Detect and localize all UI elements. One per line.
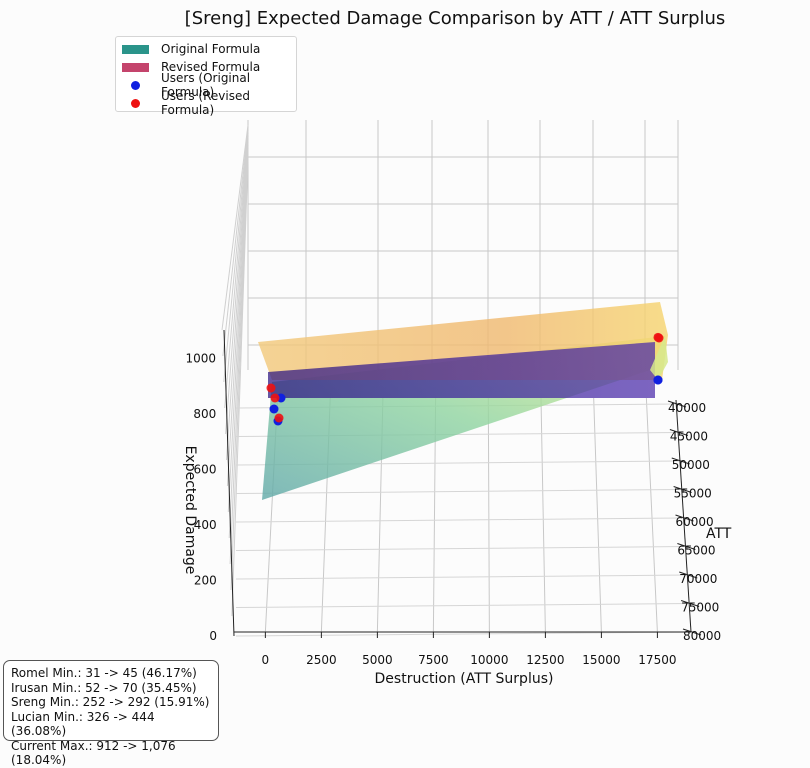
z-axis-line xyxy=(223,329,235,637)
stat-line: Sreng Min.: 252 -> 292 (15.91%) xyxy=(11,695,210,709)
grid-line-floor xyxy=(235,631,692,637)
grid-line-floor xyxy=(235,489,682,494)
x-tick-label: 15000 xyxy=(582,653,620,667)
grid-line-floor xyxy=(540,397,546,633)
revised-surface-edge xyxy=(650,336,668,380)
legend-marker-users-original xyxy=(131,80,140,90)
x-tick-label: 10000 xyxy=(470,653,508,667)
x-tick-label: 5000 xyxy=(362,653,393,667)
x-axis-label: Destruction (ATT Surplus) xyxy=(375,671,554,687)
user-point-original xyxy=(653,375,663,385)
y-tick-mark xyxy=(680,600,700,607)
grid-line-left xyxy=(224,133,249,409)
legend-item-users-original: Users (Original Formula) xyxy=(122,71,290,99)
legend-swatch-original xyxy=(122,44,149,54)
y-axis-line xyxy=(675,399,692,633)
y-axis-label: ATT xyxy=(706,526,732,542)
user-point-revised xyxy=(653,332,663,342)
grid-line-floor xyxy=(235,603,690,608)
y-tick-label: 40000 xyxy=(668,401,706,415)
legend-label-revised: Revised Formula xyxy=(161,60,261,74)
z-tick-label: 1000 xyxy=(186,352,217,366)
legend: Original Formula Revised Formula Users (… xyxy=(115,36,297,117)
grid-line-floor xyxy=(235,546,686,551)
y-tick-label: 45000 xyxy=(670,430,708,444)
axes: 0 2500 5000 7500 10000 12500 15000 175004000045… xyxy=(186,329,721,667)
grid-line-floor xyxy=(645,397,658,633)
user-point-revised xyxy=(270,393,280,403)
legend-swatch-revised xyxy=(122,62,149,72)
x-tick-label: 2500 xyxy=(306,653,337,667)
y-tick-label: 75000 xyxy=(681,601,719,615)
y-tick-label: 50000 xyxy=(672,458,710,472)
revised-surface-band xyxy=(268,342,655,398)
user-point-original xyxy=(269,404,279,414)
z-tick-label: 200 xyxy=(194,574,217,588)
x-tick-label: 7500 xyxy=(418,653,449,667)
y-tick-label: 80000 xyxy=(683,629,721,643)
legend-item-original: Original Formula xyxy=(122,40,290,58)
legend-label-original: Original Formula xyxy=(161,42,261,56)
stat-line: Lucian Min.: 326 -> 444 (36.08%) xyxy=(11,709,155,739)
y-tick-label: 65000 xyxy=(677,544,715,558)
y-tick-mark xyxy=(669,429,689,436)
y-tick-label: 60000 xyxy=(676,515,714,529)
legend-item-users-revised: Users (Revised Formula) xyxy=(122,89,290,117)
grid-line-floor xyxy=(235,574,688,580)
z-tick-label: 0 xyxy=(209,629,217,643)
z-tick-label: 400 xyxy=(194,518,217,532)
stat-line: Romel Min.: 31 -> 45 (46.17%) xyxy=(11,666,197,680)
x-tick-label: 17500 xyxy=(638,653,676,667)
grid-line-left xyxy=(226,139,249,461)
z-tick-label: 800 xyxy=(193,407,216,421)
y-tick-mark xyxy=(682,628,702,636)
grid-line-floor xyxy=(593,397,602,633)
y-tick-label: 55000 xyxy=(674,487,712,501)
grid-line-left xyxy=(231,157,249,617)
surfaces xyxy=(258,302,668,500)
grid-line-floor xyxy=(235,517,684,523)
x-tick-label: 0 xyxy=(262,653,270,667)
y-tick-mark xyxy=(679,571,698,579)
stats-annotation: Romel Min.: 31 -> 45 (46.17%) Irusan Min… xyxy=(3,660,219,767)
grid-line-left xyxy=(223,130,249,383)
y-tick-mark xyxy=(673,486,692,493)
y-tick-mark xyxy=(671,457,690,465)
user-point-revised xyxy=(266,383,276,393)
stat-line: Current Max.: 912 -> 1,076 (18.04%) xyxy=(11,738,176,768)
y-tick-mark xyxy=(675,514,694,522)
chart: [Sreng] Expected Damage Comparison by AT… xyxy=(182,8,732,687)
z-axis-label: Expected Damage xyxy=(182,446,198,575)
chart-title: [Sreng] Expected Damage Comparison by AT… xyxy=(185,8,726,29)
user-point-revised xyxy=(274,413,284,423)
legend-marker-users-revised xyxy=(131,98,140,108)
stat-line: Irusan Min.: 52 -> 70 (35.45%) xyxy=(11,680,197,695)
grid-line-floor xyxy=(487,397,490,633)
user-points xyxy=(266,332,664,426)
grid-line-left xyxy=(221,124,249,331)
grid-line-left xyxy=(222,127,249,357)
z-tick-label: 600 xyxy=(194,463,217,477)
y-tick-mark xyxy=(677,543,696,550)
x-tick-label: 12500 xyxy=(526,653,564,667)
y-tick-mark xyxy=(667,400,687,408)
grid-line-left xyxy=(226,142,249,487)
grid-line-left xyxy=(225,136,249,435)
y-tick-label: 70000 xyxy=(679,572,717,586)
legend-item-revised: Revised Formula xyxy=(122,58,290,76)
legend-label-users-revised: Users (Revised Formula) xyxy=(161,89,250,117)
legend-label-users-original: Users (Original Formula) xyxy=(161,71,251,99)
